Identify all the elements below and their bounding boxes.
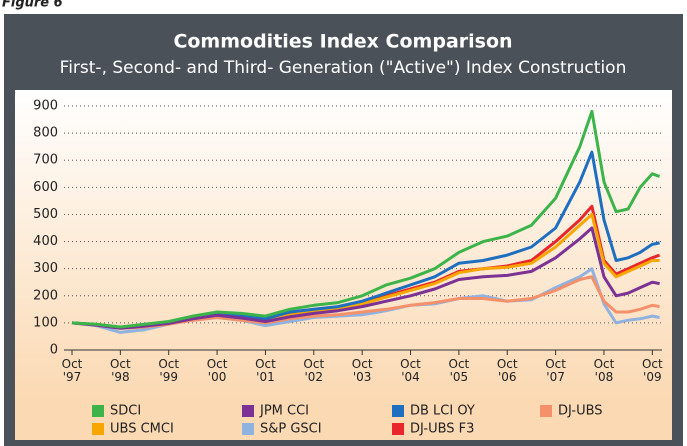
- y-tick-label: 600: [33, 180, 58, 195]
- x-tick-label: Oct '02: [303, 357, 325, 384]
- legend-label: SDCI: [110, 404, 141, 419]
- x-tick-label: Oct '99: [158, 357, 180, 384]
- y-tick-label: 800: [33, 126, 58, 141]
- series-line: [71, 226, 660, 330]
- x-tick-label: Oct '97: [61, 357, 83, 384]
- x-tick-label: Oct '07: [545, 357, 566, 384]
- x-tick-label: Oct '00: [206, 357, 228, 384]
- y-tick-label: 700: [33, 153, 58, 168]
- x-tick-label: Oct '06: [496, 357, 518, 384]
- legend-swatch: [92, 405, 104, 417]
- y-tick-label: 500: [33, 207, 58, 222]
- legend-panel: [15, 400, 672, 440]
- chart-subtitle: First-, Second- and Third- Generation ("…: [60, 58, 627, 78]
- legend-swatch: [242, 423, 254, 435]
- y-tick-label: 100: [33, 315, 58, 330]
- y-tick-label: 300: [33, 261, 58, 276]
- legend-label: DB LCI OY: [410, 404, 475, 419]
- x-tick-label: Oct '98: [109, 357, 131, 384]
- x-tick-label: Oct '08: [593, 357, 615, 384]
- plot-panel: [15, 90, 672, 400]
- x-tick-label: Oct '05: [448, 357, 470, 384]
- legend-label: S&P GSCI: [260, 422, 322, 437]
- legend-label: JPM CCI: [259, 404, 309, 419]
- legend-label: UBS CMCI: [110, 422, 174, 437]
- chart-title: Commodities Index Comparison: [173, 31, 512, 53]
- y-tick-label: 900: [33, 99, 58, 114]
- figure-label: Figure 6: [2, 0, 63, 11]
- legend-swatch: [540, 405, 552, 417]
- legend-label: DJ-UBS F3: [410, 422, 474, 437]
- y-tick-label: 0: [50, 343, 58, 358]
- x-tick-label: Oct '03: [351, 357, 373, 384]
- legend-swatch: [92, 423, 104, 435]
- x-tick-label: Oct '04: [400, 357, 421, 384]
- legend-swatch: [392, 423, 404, 435]
- series-line: [71, 109, 661, 329]
- x-tick-label: Oct '01: [255, 357, 276, 384]
- legend-swatch: [242, 405, 254, 417]
- y-tick-label: 400: [33, 234, 58, 249]
- legend-label: DJ-UBS: [558, 404, 603, 419]
- y-tick-label: 200: [33, 288, 58, 303]
- legend-swatch: [392, 405, 404, 417]
- x-tick-label: Oct '09: [641, 357, 663, 384]
